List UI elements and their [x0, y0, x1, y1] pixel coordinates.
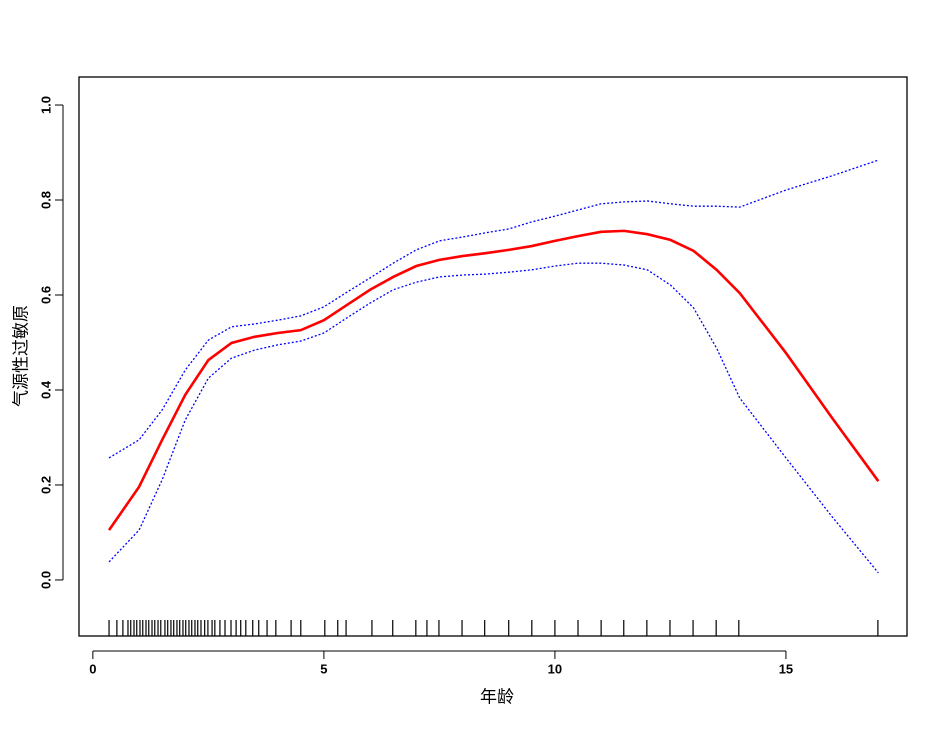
y-axis-label: 气源性过敏原 [11, 305, 30, 407]
y-tick-label: 0.6 [38, 286, 53, 304]
x-tick-label: 15 [779, 661, 793, 676]
y-tick-label: 0.2 [38, 476, 53, 494]
y-tick-label: 1.0 [38, 96, 53, 114]
y-tick-label: 0.4 [38, 380, 53, 399]
x-tick-label: 0 [89, 661, 96, 676]
confidence-line [108, 159, 879, 459]
fit-line [107, 229, 880, 531]
x-tick-label: 5 [320, 661, 327, 676]
x-tick-label: 10 [548, 661, 562, 676]
x-axis-label: 年龄 [480, 687, 514, 706]
confidence-line [108, 262, 879, 574]
y-tick-label: 0.8 [38, 191, 53, 209]
y-tick-label: 0.0 [38, 571, 53, 589]
plot-frame [78, 76, 908, 637]
